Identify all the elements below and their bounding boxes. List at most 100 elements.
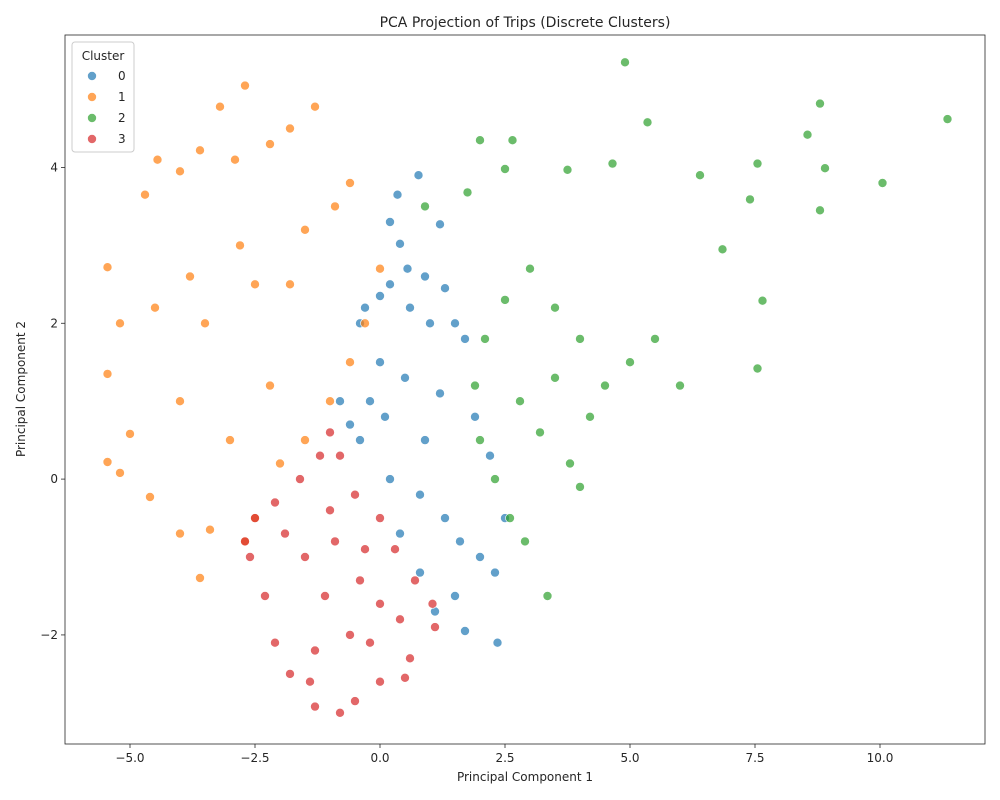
data-point-cluster-1 (195, 145, 205, 156)
data-point-cluster-0 (380, 411, 390, 422)
data-point-cluster-1 (325, 396, 335, 407)
data-point-cluster-2 (500, 164, 510, 174)
y-axis-label: Principal Component 2 (14, 321, 28, 457)
x-axis-ticks: −5.0 −2.5 0.0 2.5 5.0 7.5 10.0 (115, 744, 893, 765)
data-point-cluster-1 (330, 201, 340, 212)
data-point-cluster-3 (260, 591, 270, 601)
data-point-cluster-2 (575, 334, 585, 344)
data-point-cluster-1 (102, 369, 113, 379)
data-point-cluster-3 (285, 669, 295, 679)
legend-marker-cluster-2 (87, 113, 97, 123)
data-point-cluster-3 (240, 536, 250, 547)
data-point-cluster-0 (405, 302, 415, 313)
data-point-cluster-2 (650, 334, 660, 344)
data-point-cluster-2 (565, 458, 575, 469)
data-point-cluster-1 (145, 492, 155, 502)
data-point-cluster-0 (375, 357, 385, 368)
data-point-cluster-2 (550, 372, 560, 383)
data-point-cluster-2 (480, 334, 490, 344)
data-point-cluster-0 (420, 435, 430, 445)
data-point-cluster-0 (415, 489, 425, 500)
data-point-cluster-2 (802, 129, 813, 140)
data-point-cluster-3 (390, 544, 400, 555)
data-point-cluster-2 (642, 117, 653, 128)
data-point-cluster-1 (360, 318, 370, 329)
data-point-cluster-2 (745, 194, 755, 205)
data-point-cluster-2 (620, 57, 630, 68)
data-point-cluster-3 (250, 513, 260, 523)
data-point-cluster-3 (375, 676, 385, 687)
data-point-cluster-3 (335, 450, 345, 461)
data-point-cluster-1 (240, 80, 250, 91)
data-point-cluster-0 (455, 536, 465, 547)
data-point-cluster-1 (300, 435, 310, 445)
data-point-cluster-3 (427, 598, 438, 609)
data-point-cluster-0 (435, 388, 445, 399)
data-point-cluster-2 (607, 158, 618, 169)
data-point-cluster-2 (462, 187, 473, 198)
data-point-cluster-1 (310, 101, 320, 112)
data-point-cluster-2 (752, 158, 763, 169)
legend-marker-cluster-3 (87, 134, 97, 144)
legend-label-cluster-3: 3 (118, 132, 126, 146)
legend-box (71, 41, 135, 153)
data-point-cluster-3 (280, 528, 290, 539)
data-point-cluster-1 (200, 318, 210, 329)
data-point-cluster-0 (435, 219, 445, 230)
data-point-cluster-1 (185, 271, 195, 282)
data-point-cluster-0 (460, 334, 470, 344)
y-tick-label: 2 (50, 316, 58, 330)
data-point-cluster-1 (345, 178, 355, 188)
data-point-cluster-1 (125, 429, 135, 439)
legend-marker-cluster-1 (87, 92, 97, 102)
data-point-cluster-0 (450, 318, 460, 329)
data-point-cluster-0 (425, 318, 435, 329)
data-point-cluster-3 (270, 497, 280, 508)
data-point-cluster-3 (335, 707, 345, 718)
data-point-cluster-0 (402, 263, 413, 274)
data-point-cluster-0 (385, 279, 395, 290)
data-point-cluster-1 (102, 262, 113, 273)
data-point-cluster-2 (500, 295, 510, 305)
data-point-cluster-1 (195, 573, 205, 583)
data-point-cluster-3 (430, 622, 440, 632)
data-point-cluster-3 (345, 630, 355, 640)
data-point-cluster-1 (285, 279, 295, 290)
legend-title: Cluster (82, 49, 125, 63)
data-point-cluster-0 (365, 396, 375, 407)
x-tick-label: −5.0 (115, 751, 144, 765)
x-tick-label: 0.0 (370, 751, 389, 765)
data-point-cluster-3 (325, 427, 335, 438)
data-point-cluster-2 (575, 482, 585, 492)
y-tick-label: 4 (50, 160, 58, 174)
points-layer (102, 57, 953, 718)
data-point-cluster-0 (395, 239, 405, 249)
data-point-cluster-0 (492, 637, 503, 648)
data-point-cluster-3 (295, 474, 305, 484)
data-point-cluster-0 (360, 302, 370, 313)
data-point-cluster-0 (490, 567, 500, 578)
data-point-cluster-1 (205, 524, 215, 535)
data-point-cluster-2 (515, 396, 525, 407)
data-point-cluster-2 (420, 201, 430, 212)
data-point-cluster-1 (250, 279, 260, 290)
data-point-cluster-3 (305, 676, 315, 687)
data-point-cluster-3 (350, 696, 360, 706)
data-point-cluster-0 (392, 189, 403, 200)
data-point-cluster-0 (413, 170, 424, 180)
plot-frame (64, 34, 986, 745)
legend-items: 0 1 2 3 (87, 69, 126, 146)
data-point-cluster-2 (815, 205, 825, 216)
y-tick-label: 0 (50, 472, 58, 486)
data-point-cluster-0 (450, 591, 460, 601)
data-point-cluster-2 (475, 435, 485, 445)
data-point-cluster-3 (405, 653, 415, 664)
data-point-cluster-3 (310, 701, 320, 712)
y-tick-label: −2 (40, 628, 58, 642)
data-point-cluster-0 (355, 435, 365, 445)
data-point-cluster-1 (235, 240, 245, 251)
data-point-cluster-0 (395, 528, 405, 539)
data-point-cluster-0 (400, 372, 410, 383)
